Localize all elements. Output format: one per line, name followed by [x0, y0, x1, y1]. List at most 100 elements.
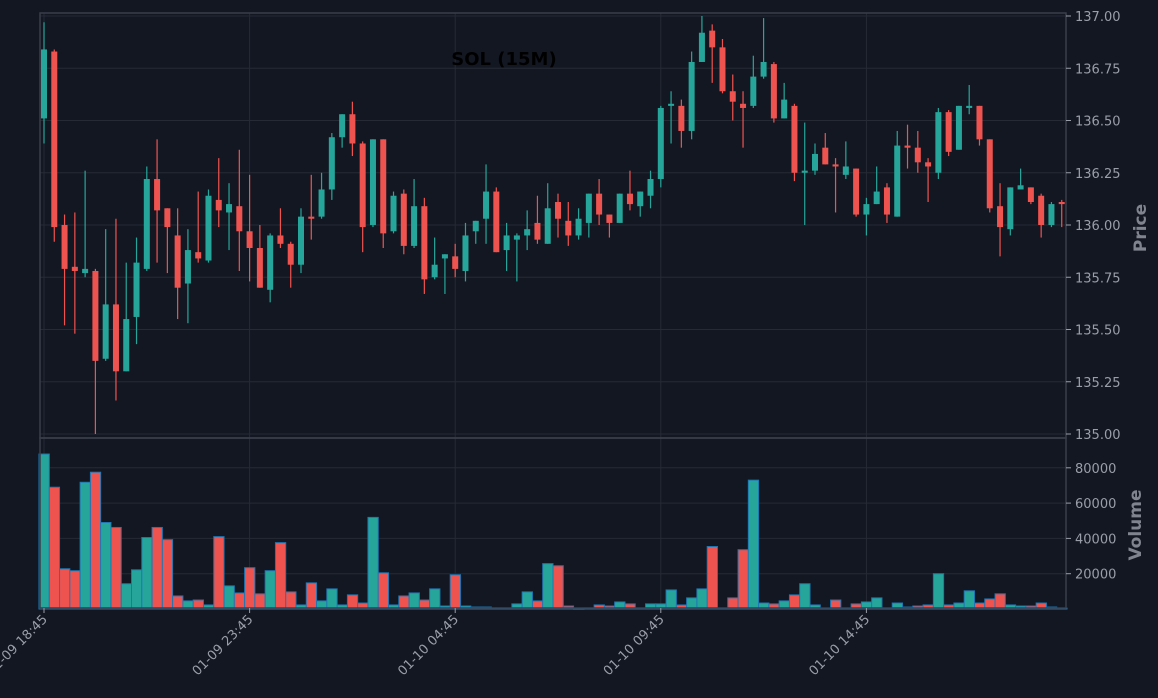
candle	[606, 214, 613, 238]
volume-tick-label: 80000	[1075, 462, 1116, 477]
candle	[256, 225, 263, 288]
candle	[328, 133, 335, 200]
candle	[380, 139, 387, 248]
volume-bar	[891, 602, 904, 610]
candle-body	[431, 264, 438, 278]
candle-body	[328, 137, 335, 190]
candle	[452, 243, 459, 278]
candle	[801, 122, 808, 225]
candle-body	[647, 179, 654, 196]
volume-bar	[59, 568, 71, 610]
candle-body	[441, 254, 448, 259]
volume-tick-label: 20000	[1075, 568, 1116, 583]
volume-bar	[346, 594, 359, 610]
volume-bar	[141, 537, 153, 610]
candle-body	[626, 193, 633, 205]
price-tick-label: 136.50	[1075, 115, 1121, 130]
candle	[287, 241, 294, 288]
candle-body	[606, 214, 613, 223]
candle	[935, 107, 942, 180]
candle	[863, 197, 870, 236]
candle-body	[873, 191, 880, 205]
candle-body	[184, 250, 191, 284]
price-tick-label: 136.25	[1075, 167, 1121, 182]
candle	[164, 208, 171, 274]
candle-body	[92, 270, 99, 361]
volume-bar	[172, 595, 184, 610]
volume-bar	[213, 536, 225, 610]
candle-body	[760, 61, 767, 77]
price-tick-label: 135.00	[1075, 428, 1121, 443]
candle	[986, 139, 993, 213]
candle	[154, 139, 161, 263]
candle-body	[236, 206, 243, 232]
candle-body	[1058, 202, 1065, 205]
candle-body	[112, 304, 119, 372]
candle	[678, 99, 685, 148]
candle-body	[359, 143, 366, 228]
candle	[657, 105, 664, 188]
candle-body	[349, 114, 356, 144]
candle	[123, 262, 130, 372]
candle	[267, 233, 274, 303]
candle	[966, 84, 973, 115]
candle	[411, 179, 418, 248]
volume-bar	[79, 481, 91, 610]
candle	[472, 220, 479, 244]
price-candles	[41, 16, 1065, 434]
candle	[729, 74, 736, 121]
candle-body	[688, 61, 695, 131]
candle-body	[246, 231, 253, 248]
candle	[483, 164, 490, 244]
candle-body	[483, 191, 490, 219]
candle-body	[1017, 185, 1024, 190]
candle-body	[1038, 195, 1045, 225]
candle-body	[71, 266, 78, 271]
volume-bar	[624, 603, 636, 610]
volume-bar	[429, 588, 441, 610]
candle-body	[750, 76, 757, 106]
candle-body	[637, 191, 644, 207]
candle-body	[298, 216, 304, 265]
candle	[41, 22, 47, 144]
candle-body	[842, 166, 849, 175]
candle	[565, 202, 572, 246]
volume-bar	[223, 585, 235, 610]
candle	[945, 110, 952, 157]
candle	[925, 158, 932, 203]
candle	[133, 237, 140, 345]
volume-bar	[932, 573, 945, 610]
candle-body	[51, 51, 58, 228]
candle-body	[904, 145, 911, 148]
candle	[647, 170, 654, 209]
candle	[102, 229, 109, 361]
candle-body	[390, 195, 397, 232]
candle	[914, 130, 921, 173]
candle-body	[945, 112, 952, 152]
candle	[976, 105, 983, 146]
candle-body	[462, 235, 469, 271]
candle-body	[791, 105, 798, 173]
candle-body	[493, 191, 500, 253]
candle	[1048, 202, 1055, 228]
candle-body	[61, 225, 68, 269]
candle	[318, 172, 325, 219]
candle	[575, 208, 582, 240]
candle	[544, 183, 551, 244]
candle	[555, 193, 561, 238]
candle	[1038, 193, 1045, 238]
candle	[82, 170, 89, 278]
candle-body	[822, 147, 829, 165]
volume-bar	[69, 570, 81, 610]
candle	[1027, 187, 1034, 205]
candle-body	[596, 193, 603, 215]
candle	[462, 222, 469, 282]
volume-bar	[706, 546, 718, 610]
candle-body	[555, 202, 561, 219]
candle-body	[925, 162, 932, 167]
volume-bar	[747, 479, 760, 610]
candle	[626, 170, 633, 211]
candle	[832, 158, 839, 213]
volume-bar	[542, 563, 554, 610]
